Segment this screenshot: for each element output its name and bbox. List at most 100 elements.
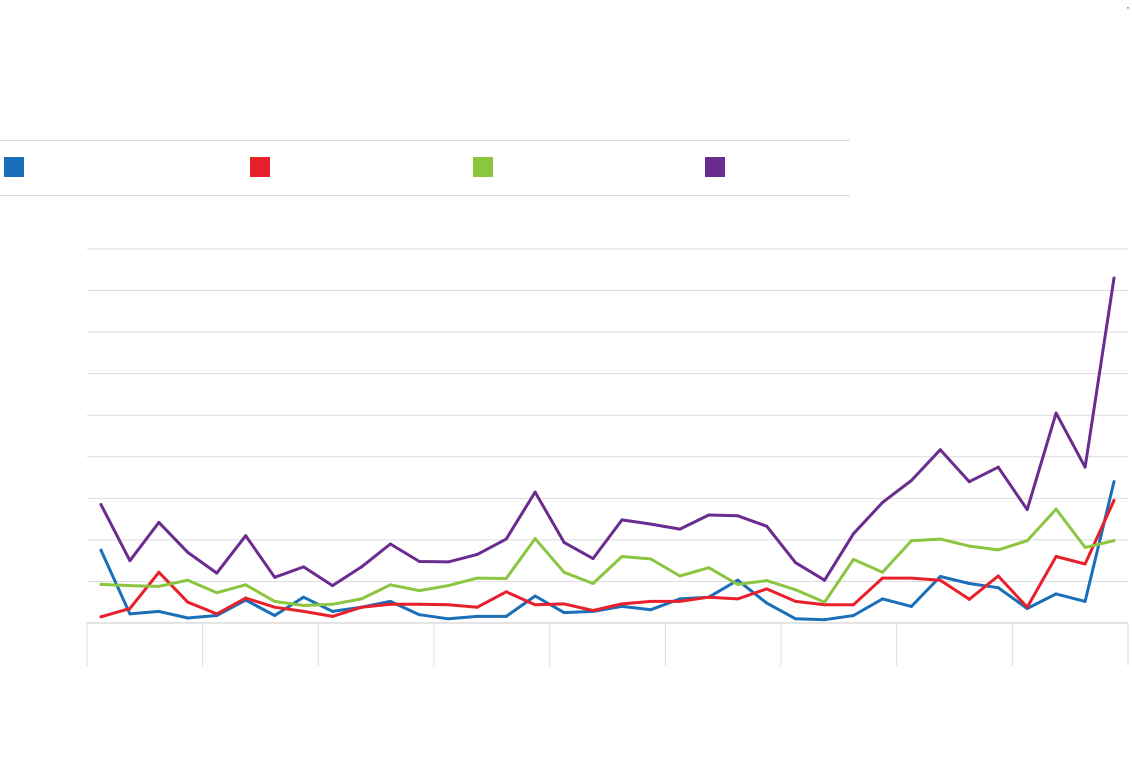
legend-item-series-4 [705,157,735,177]
series-4-point-12 [417,559,421,563]
series-4-point-21 [678,527,682,531]
series-4-point-17 [562,540,566,544]
series-2-point-11 [388,602,392,606]
series-1-point-32 [996,586,1000,590]
series-3-point-31 [967,544,971,548]
series-1-point-15 [504,614,508,618]
series-2-point-27 [852,603,856,607]
series-2-point-9 [331,614,335,618]
series-3-point-20 [649,557,653,561]
legend-swatch-series-1 [4,157,24,177]
legend-swatch-series-4 [705,157,725,177]
series-4-point-18 [591,557,595,561]
series-1-point-29 [909,604,913,608]
series-4-point-29 [909,478,913,482]
series-2-point-31 [967,597,971,601]
series-1-point-2 [128,612,132,616]
series-3-point-36 [1112,539,1116,543]
series-4-point-34 [1054,411,1058,415]
series-2-point-26 [823,603,827,607]
series-2-point-2 [128,606,132,610]
series-2-point-19 [620,602,624,606]
series-2-point-32 [996,574,1000,578]
x-tick-layer [86,623,1129,666]
legend-item-series-2 [250,157,280,177]
series-3-point-7 [273,599,277,603]
series-3-point-5 [215,591,219,595]
series-1-point-27 [852,614,856,618]
series-2-point-3 [157,570,161,574]
series-2-point-8 [302,609,306,613]
series-3-point-16 [533,537,537,541]
series-4-point-3 [157,520,161,524]
series-1-point-1 [99,548,103,552]
series-2-point-33 [1025,605,1029,609]
series-3-point-14 [475,576,479,580]
series-2-point-21 [678,599,682,603]
series-4-point-13 [446,560,450,564]
series-1-point-8 [302,595,306,599]
grid-layer [87,248,1128,624]
series-1-point-35 [1083,599,1087,603]
series-3-point-4 [186,578,190,582]
series-3-point-15 [504,577,508,581]
series-4-point-14 [475,552,479,556]
series-1-point-26 [823,618,827,622]
series-3-point-11 [388,583,392,587]
series-3-point-34 [1054,507,1058,511]
series-2-point-12 [417,602,421,606]
series-2-point-23 [736,597,740,601]
series-1-point-36 [1112,480,1116,484]
series-1-point-19 [620,604,624,608]
series-3-point-26 [823,600,827,604]
series-2-point-17 [562,602,566,606]
series-4-point-33 [1025,508,1029,512]
series-4-point-35 [1083,465,1087,469]
series-1-point-23 [736,578,740,582]
series-2-point-22 [707,595,711,599]
series-4-point-7 [273,575,277,579]
series-3-point-29 [909,539,913,543]
series-2-point-7 [273,605,277,609]
series-3-point-30 [938,537,942,541]
series-2-point-20 [649,599,653,603]
series-2-point-36 [1112,498,1116,502]
series-2-point-14 [475,605,479,609]
series-3-point-8 [302,604,306,608]
series-4-point-28 [880,500,884,504]
series-3-point-32 [996,548,1000,552]
series-3-point-18 [591,582,595,586]
series-3-point-35 [1083,545,1087,549]
legend-bottom-rule [0,195,850,196]
series-4-point-4 [186,550,190,554]
series-4-point-9 [331,584,335,588]
series-1-point-17 [562,611,566,615]
series-3-point-27 [852,557,856,561]
series-4-point-2 [128,559,132,563]
series-3-point-3 [157,584,161,588]
series-4-point-8 [302,565,306,569]
series-4-point-22 [707,513,711,517]
series-2-point-35 [1083,562,1087,566]
series-3-point-6 [244,583,248,587]
series-4-point-20 [649,522,653,526]
series-3-point-33 [1025,539,1029,543]
series-2-point-29 [909,576,913,580]
series-3-point-13 [446,584,450,588]
legend-swatch-series-2 [250,157,270,177]
series-2-point-1 [99,615,103,619]
series-2-point-5 [215,612,219,616]
series-3-point-1 [99,582,103,586]
series-4-point-19 [620,518,624,522]
series-2-point-24 [765,587,769,591]
series-4-point-31 [967,480,971,484]
series-3-point-21 [678,574,682,578]
series-1-point-30 [938,574,942,578]
series-3-point-17 [562,570,566,574]
series-4-point-32 [996,465,1000,469]
legend-item-series-3 [473,157,503,177]
series-line-3 [99,507,1116,607]
series-3-point-24 [765,579,769,583]
